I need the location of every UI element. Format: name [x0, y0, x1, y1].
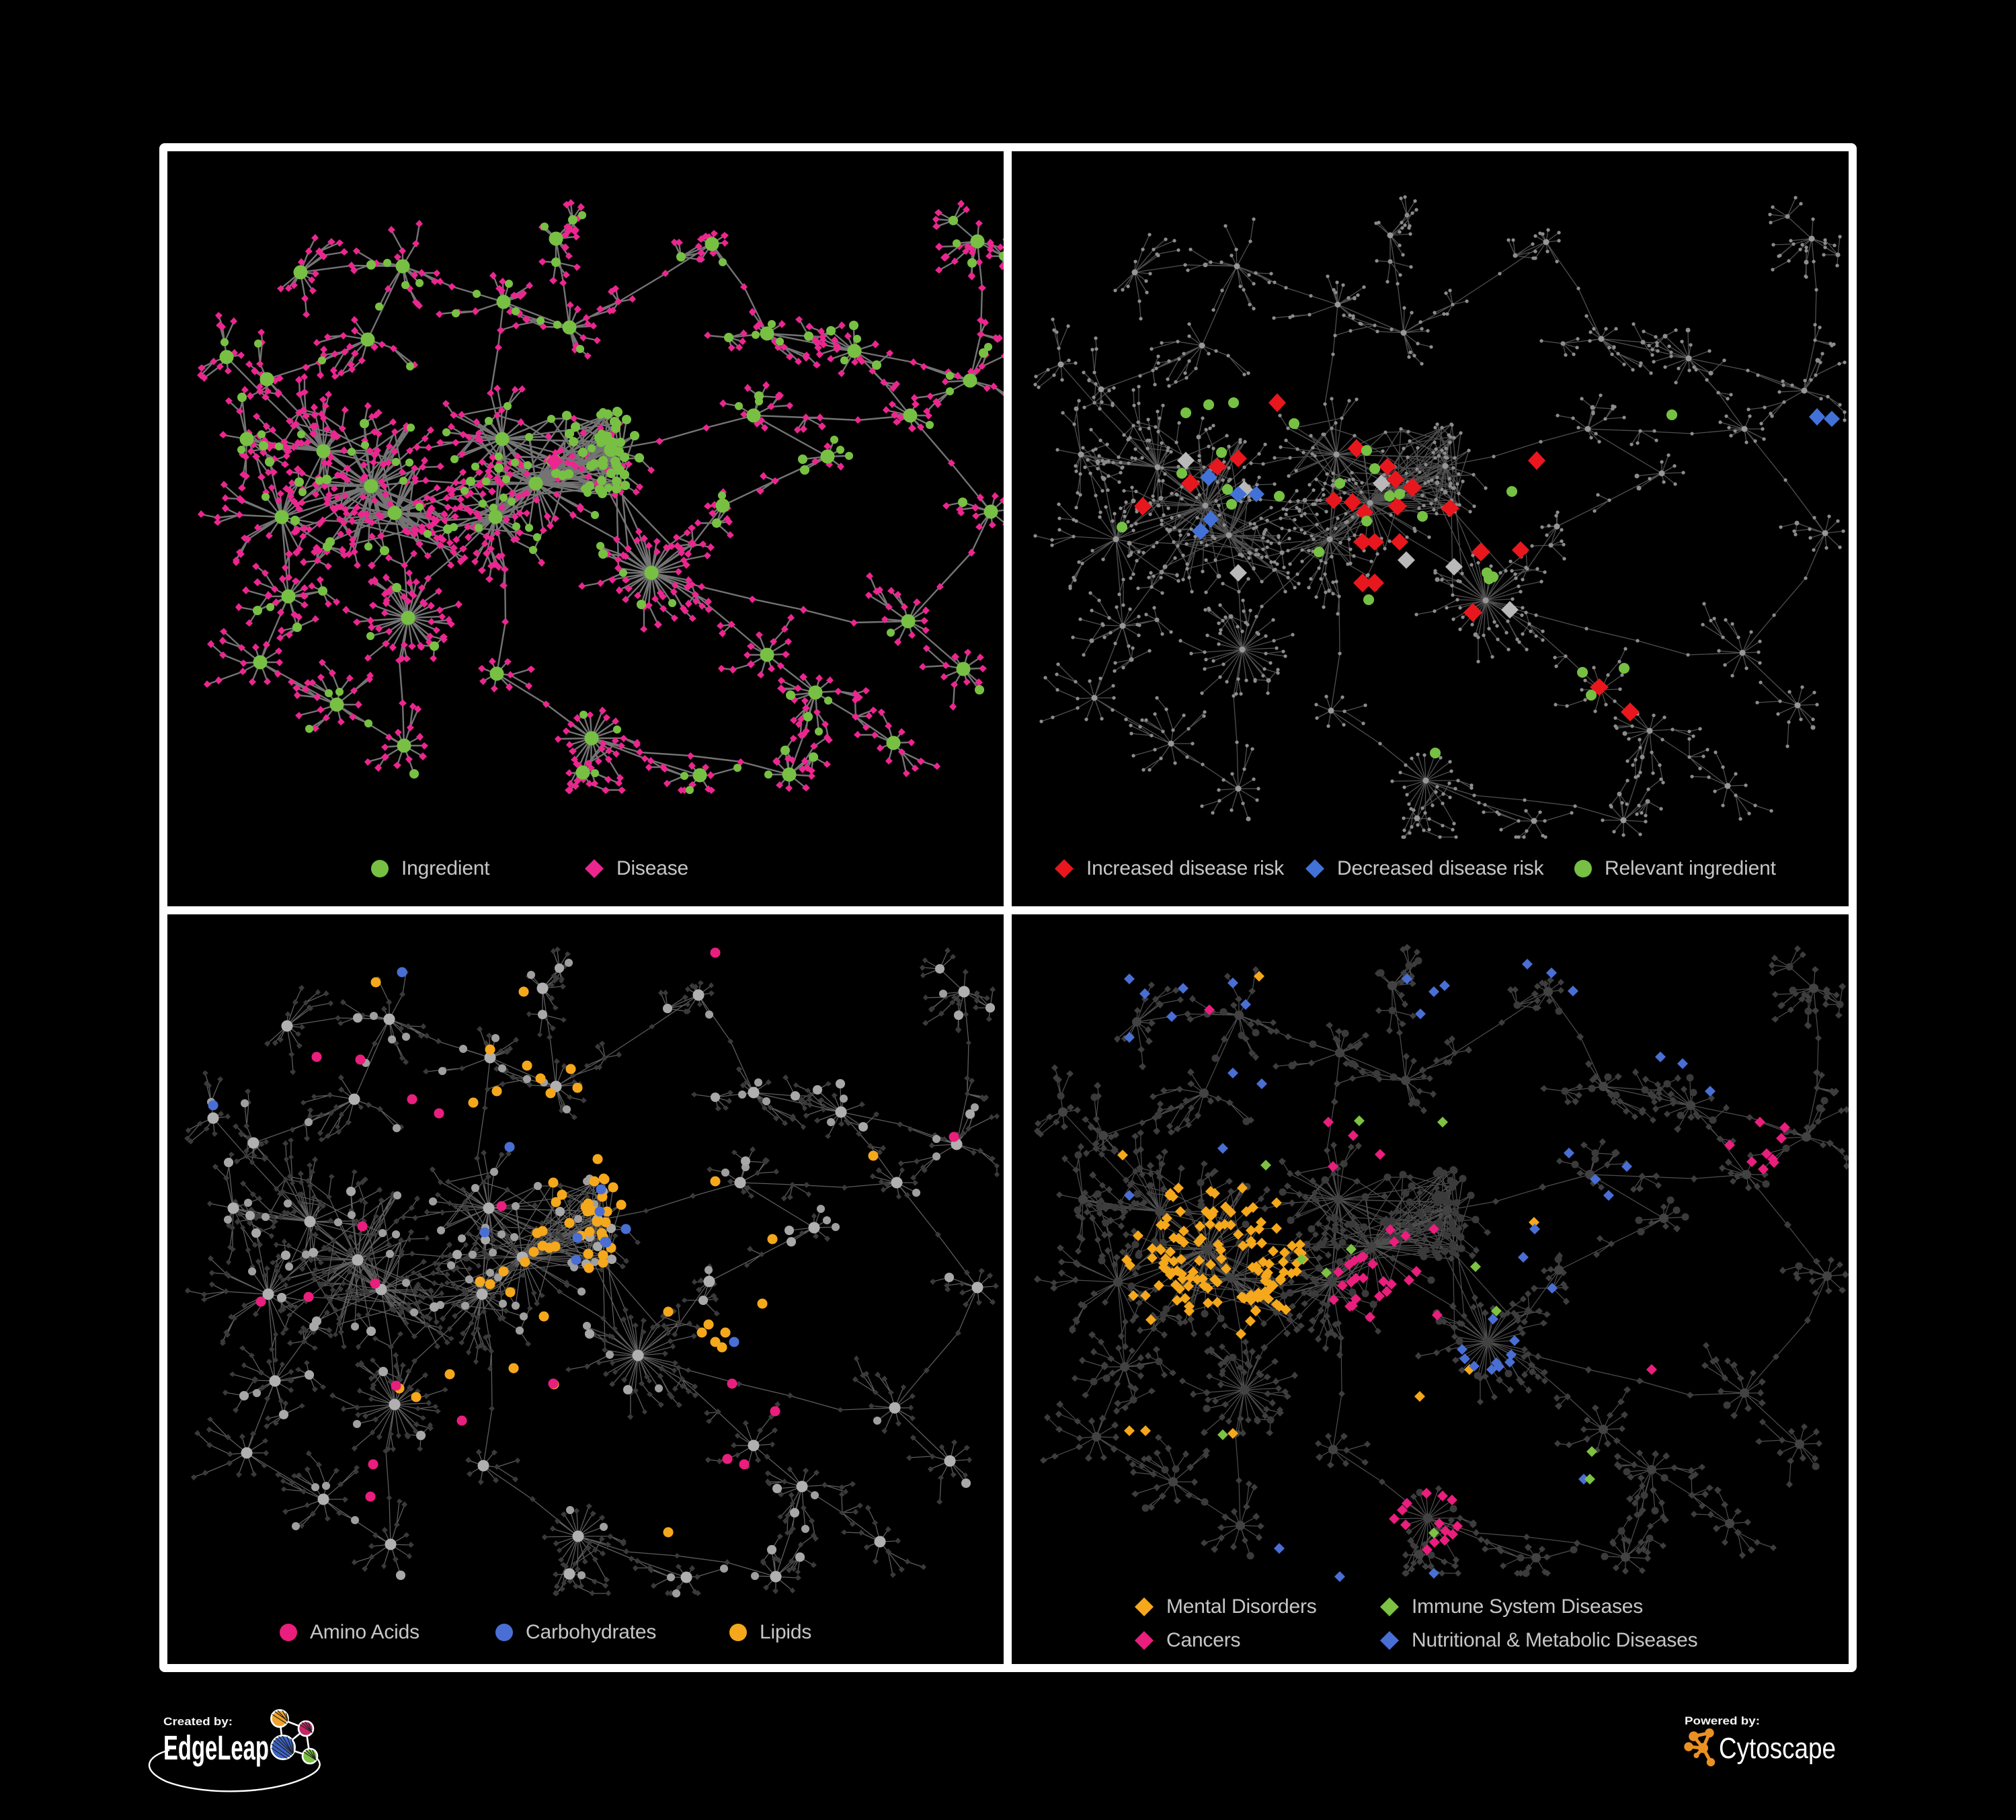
svg-text:EdgeLeap: EdgeLeap [163, 1729, 269, 1767]
svg-text:Cytoscape: Cytoscape [1719, 1732, 1836, 1765]
svg-text:Powered by:: Powered by: [1685, 1714, 1760, 1727]
svg-text:Created by:: Created by: [163, 1715, 233, 1728]
